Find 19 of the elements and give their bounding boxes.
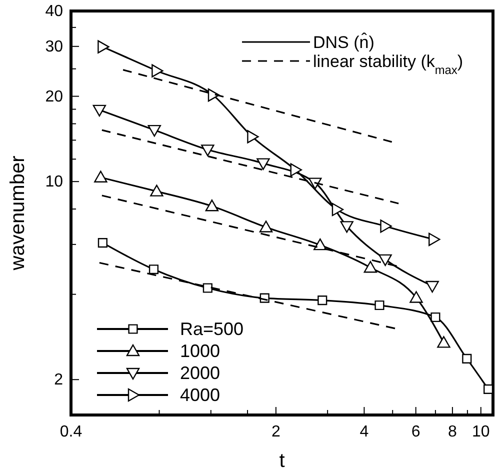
- y-tick-label: 20: [45, 88, 64, 106]
- y-tick-label: 40: [45, 3, 64, 20]
- y-axis-title: wavenumber: [7, 155, 29, 272]
- y-tick-label: 10: [45, 174, 64, 191]
- legend-label: Ra=500: [180, 319, 244, 339]
- x-tick-label: 0.4: [60, 423, 82, 440]
- annotation: DNS (n̂): [313, 32, 374, 52]
- legend-label: 1000: [180, 341, 220, 361]
- y-tick-label: 2: [54, 372, 64, 389]
- x-tick-label: 4: [360, 423, 369, 440]
- x-axis-title: t: [279, 450, 286, 472]
- x-tick-label: 10: [472, 423, 490, 440]
- annotation: linear stability (k$_{max}$): [313, 52, 464, 77]
- legend-label: 4000: [180, 385, 220, 405]
- x-tick-label: 2: [271, 423, 280, 440]
- legend-label: 2000: [180, 363, 220, 383]
- x-tick-label: 8: [448, 423, 457, 440]
- x-tick-label: 6: [411, 423, 420, 440]
- y-tick-label: 30: [45, 38, 64, 56]
